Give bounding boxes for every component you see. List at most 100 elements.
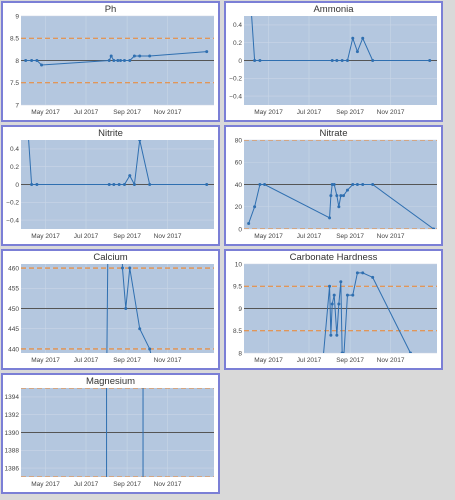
y-tick-label: 9.5 [233, 284, 242, 291]
data-point [258, 59, 262, 62]
chart-title: Ammonia [313, 4, 354, 15]
y-tick-label: 0.2 [233, 40, 242, 47]
x-tick-label: Jul 2017 [74, 481, 99, 488]
data-point [128, 266, 132, 270]
y-tick-label: 0 [15, 182, 19, 189]
x-tick-label: May 2017 [254, 109, 283, 116]
y-tick-label: 450 [8, 306, 19, 313]
data-point [205, 50, 209, 54]
y-tick-label: 1388 [5, 448, 20, 455]
y-tick-label: 80 [235, 137, 243, 144]
x-tick-label: Nov 2017 [154, 109, 182, 116]
x-tick-label: Jul 2017 [74, 357, 99, 364]
nitrite-chart-panel: Nitrite −0.4 −0.2 0 0.2 0.4 May 2017 Jul 2017 Se… [1, 125, 220, 246]
ph-chart: Ph 7 7.5 8 8.5 9 May 2017 Jul 2017 Sep 2017 Nov 2… [10, 4, 214, 116]
plot-layer [21, 140, 214, 187]
data-point [128, 59, 132, 62]
x-tick-label: Sep 2017 [113, 481, 141, 488]
y-tick-label: 7 [15, 102, 19, 109]
y-tick-label: 40 [235, 182, 243, 189]
data-point [339, 194, 343, 198]
magnesium-chart: Magnesium 1386 1388 1390 1392 1394 May 2017 Jul… [5, 376, 214, 488]
data-point [107, 59, 111, 62]
y-tick-label: −0.4 [229, 93, 242, 100]
data-point [340, 351, 344, 353]
data-point [328, 216, 332, 220]
data-point [330, 59, 334, 62]
data-point [432, 227, 436, 229]
data-point [329, 194, 333, 198]
data-point [337, 205, 341, 209]
data-point [355, 183, 359, 186]
x-tick-label: Jul 2017 [297, 357, 322, 364]
series-line [323, 272, 411, 353]
x-tick-label: Sep 2017 [336, 233, 364, 240]
y-tick-label: 8 [15, 58, 19, 65]
y-tick-label: 9 [15, 13, 19, 20]
y-tick-label: 9 [238, 306, 242, 313]
data-point [340, 59, 344, 62]
x-tick-label: Sep 2017 [113, 109, 141, 116]
x-tick-label: May 2017 [31, 481, 60, 488]
data-point [253, 59, 257, 62]
y-tick-label: 60 [235, 160, 243, 167]
data-point [30, 59, 34, 62]
data-point [40, 63, 44, 67]
x-tick-label: May 2017 [254, 233, 283, 240]
chart-title: Carbonate Hardness [290, 252, 378, 263]
nitrate-chart-panel: Nitrate 0 20 40 60 80 May 2017 Jul 2017 Sep 2017… [224, 125, 443, 246]
data-point [120, 266, 124, 270]
y-tick-label: 0.2 [10, 164, 19, 171]
data-point [341, 194, 345, 198]
data-point [263, 183, 267, 186]
chart-title: Calcium [93, 252, 127, 263]
ammonia-chart: Ammonia −0.4 −0.2 0 0.2 0.4 May 2017 Jul 2017 Se… [229, 4, 437, 116]
x-tick-label: May 2017 [31, 109, 60, 116]
x-tick-label: Jul 2017 [74, 233, 99, 240]
data-point [24, 59, 28, 62]
data-point [112, 59, 116, 62]
chart-title: Ph [105, 4, 117, 15]
data-point [118, 59, 122, 62]
x-tick-label: Nov 2017 [154, 481, 182, 488]
data-point [122, 59, 126, 62]
data-point [148, 54, 152, 58]
data-point [371, 59, 375, 62]
data-point [205, 183, 209, 186]
data-point [109, 54, 113, 58]
x-tick-label: Jul 2017 [297, 233, 322, 240]
x-tick-label: Nov 2017 [154, 233, 182, 240]
data-point [339, 280, 343, 284]
data-point [138, 140, 142, 142]
y-tick-label: 10 [235, 261, 243, 268]
carbonate-hardness-chart-panel: Carbonate Hardness 8 8.5 9 9.5 10 May 2017 Jul … [224, 249, 443, 370]
plot-layer [21, 264, 214, 353]
x-tick-label: Nov 2017 [377, 357, 405, 364]
y-tick-label: 0.4 [10, 146, 19, 153]
data-point [116, 59, 120, 62]
data-point [361, 183, 365, 186]
data-point [138, 54, 142, 58]
data-point [329, 333, 333, 337]
calcium-chart-panel: Calcium 440 445 450 455 460 May 2017 Jul 2017 Se… [1, 249, 220, 370]
data-point [335, 333, 339, 337]
y-tick-label: 440 [8, 346, 19, 353]
y-tick-label: 1394 [5, 394, 20, 401]
data-point [371, 275, 375, 279]
data-point [138, 327, 142, 331]
x-tick-label: Nov 2017 [154, 357, 182, 364]
data-point [247, 221, 251, 225]
plot-layer [21, 37, 214, 84]
y-tick-label: 8 [238, 350, 242, 357]
data-point [35, 183, 39, 186]
data-point [107, 183, 111, 186]
data-point [351, 36, 355, 40]
plot-layer [244, 16, 437, 62]
magnesium-chart-panel: Magnesium 1386 1388 1390 1392 1394 May 2017 Jul… [1, 373, 220, 494]
data-point [30, 183, 34, 186]
y-tick-label: 445 [8, 326, 19, 333]
data-point [355, 50, 359, 54]
y-tick-label: −0.4 [6, 217, 19, 224]
y-tick-label: 0 [238, 58, 242, 65]
plot-layer [244, 271, 437, 353]
